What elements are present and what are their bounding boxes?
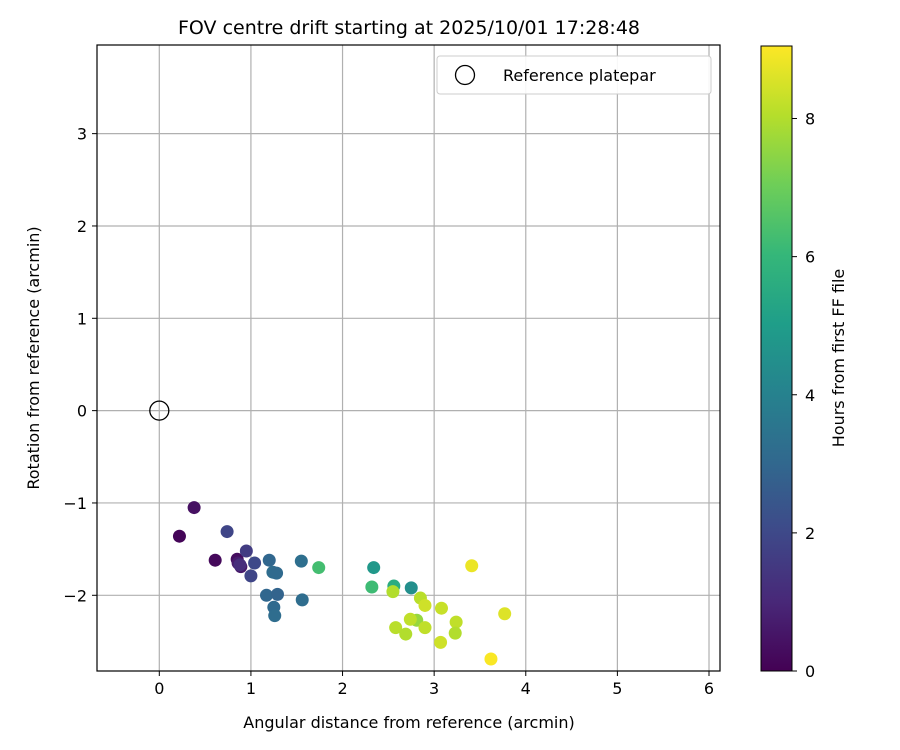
data-point	[449, 615, 463, 629]
data-point	[268, 609, 282, 623]
data-point	[244, 569, 258, 583]
data-point	[434, 601, 448, 615]
data-point	[259, 588, 273, 602]
y-tick-label: 2	[77, 217, 87, 236]
colorbar-ticks: 0 2 4 6 8	[792, 110, 815, 681]
data-point	[484, 652, 498, 666]
reference-marker-layer	[149, 400, 170, 421]
y-tick-label: −1	[63, 494, 87, 513]
data-point	[172, 529, 186, 543]
x-tick-label: 3	[429, 679, 439, 698]
y-axis-label: Rotation from reference (arcmin)	[24, 226, 43, 489]
y-tick-label: −2	[63, 586, 87, 605]
reference-point-marker	[149, 400, 170, 421]
y-tick-label: 1	[77, 309, 87, 328]
data-point	[399, 627, 413, 641]
colorbar-tick-label: 0	[805, 662, 815, 681]
data-point	[270, 587, 284, 601]
data-point	[367, 561, 381, 575]
data-point	[233, 558, 247, 572]
y-tick-label: 0	[77, 402, 87, 421]
data-point	[294, 554, 308, 568]
legend-box	[436, 55, 712, 95]
data-point	[312, 561, 326, 575]
legend-marker-icon	[454, 64, 476, 86]
grid-lines	[97, 45, 720, 671]
colorbar-label: Hours from first FF file	[829, 269, 848, 448]
plot-frame	[96, 44, 721, 672]
x-tick-label: 6	[704, 679, 714, 698]
data-point	[465, 559, 479, 573]
colorbar: 0 2 4 6 8 Hours from first FF file	[760, 45, 848, 681]
data-point	[434, 635, 448, 649]
legend-entry-label: Reference platepar	[503, 66, 656, 85]
data-point	[418, 621, 432, 635]
data-point	[220, 525, 234, 539]
data-point	[498, 607, 512, 621]
y-tick-label: 3	[77, 125, 87, 144]
colorbar-tick-label: 2	[805, 524, 815, 543]
data-point	[262, 553, 276, 567]
x-tick-label: 0	[154, 679, 164, 698]
data-points	[172, 501, 512, 666]
y-axis-ticks: −2 −1 0 1 2 3	[63, 125, 97, 605]
colorbar-tick-label: 4	[805, 386, 815, 405]
colorbar-gradient	[760, 45, 793, 672]
data-point	[295, 593, 309, 607]
data-point	[448, 626, 462, 640]
colorbar-tick-label: 8	[805, 110, 815, 129]
data-point	[386, 585, 400, 599]
data-point	[403, 612, 417, 626]
colorbar-tick-label: 6	[805, 248, 815, 267]
data-point	[365, 580, 379, 594]
data-point	[208, 553, 222, 567]
data-point	[389, 621, 403, 635]
data-point	[270, 566, 284, 580]
data-point	[248, 556, 262, 570]
data-point	[239, 544, 253, 558]
data-point	[418, 598, 432, 612]
x-tick-label: 5	[612, 679, 622, 698]
data-point	[404, 581, 418, 595]
x-tick-label: 2	[337, 679, 347, 698]
x-tick-label: 1	[246, 679, 256, 698]
x-tick-label: 4	[521, 679, 531, 698]
data-point	[187, 501, 201, 515]
x-axis-label: Angular distance from reference (arcmin)	[243, 713, 574, 732]
chart-title: FOV centre drift starting at 2025/10/01 …	[178, 17, 640, 39]
x-axis-ticks: 0 1 2 3 4 5 6	[154, 671, 714, 698]
legend: Reference platepar	[436, 55, 712, 95]
